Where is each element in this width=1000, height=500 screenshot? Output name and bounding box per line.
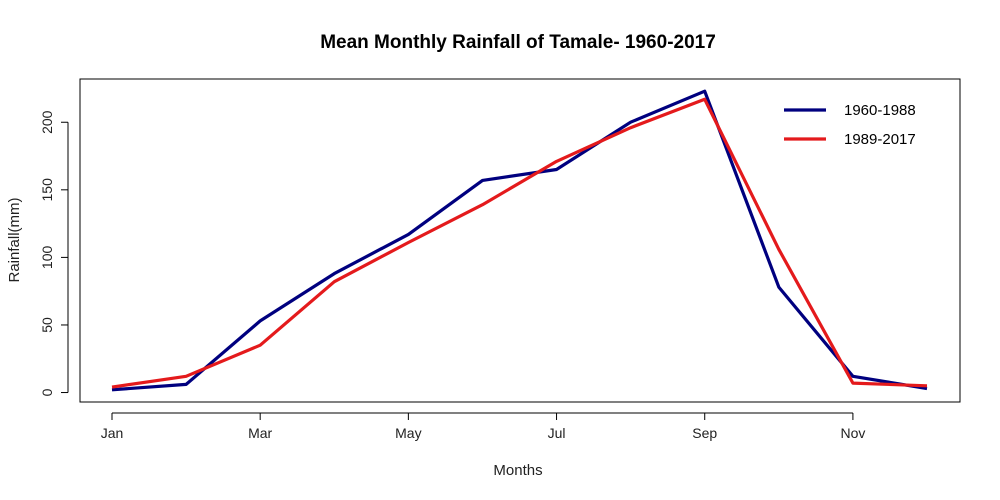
y-tick-label: 150 [39,178,55,202]
y-tick-label: 200 [39,110,55,134]
x-tick-label: May [395,425,421,441]
y-axis-label: Rainfall(mm) [6,197,23,282]
legend-label-1: 1960-1988 [844,102,916,119]
series-line-1 [111,89,928,392]
x-axis-label: Months [493,462,542,479]
y-tick-label: 50 [39,317,55,333]
x-tick-label: Jul [548,425,566,441]
y-axis: 0 50 100 150 200 [39,110,69,396]
x-tick-label: Jan [101,425,124,441]
series-lines [111,89,928,392]
series-line-2 [111,97,928,389]
x-tick-label: Sep [692,425,717,441]
y-tick-label: 0 [39,388,55,396]
x-axis: Jan Mar May Jul Sep Nov [101,412,865,441]
plot-area-border [79,78,961,403]
x-tick-label: Nov [840,425,865,441]
chart-title: Mean Monthly Rainfall of Tamale- 1960-20… [320,32,716,53]
legend-label-2: 1989-2017 [844,131,916,148]
y-tick-label: 100 [39,246,55,270]
x-tick-label: Mar [248,425,272,441]
legend: 1960-1988 1989-2017 [784,102,916,148]
